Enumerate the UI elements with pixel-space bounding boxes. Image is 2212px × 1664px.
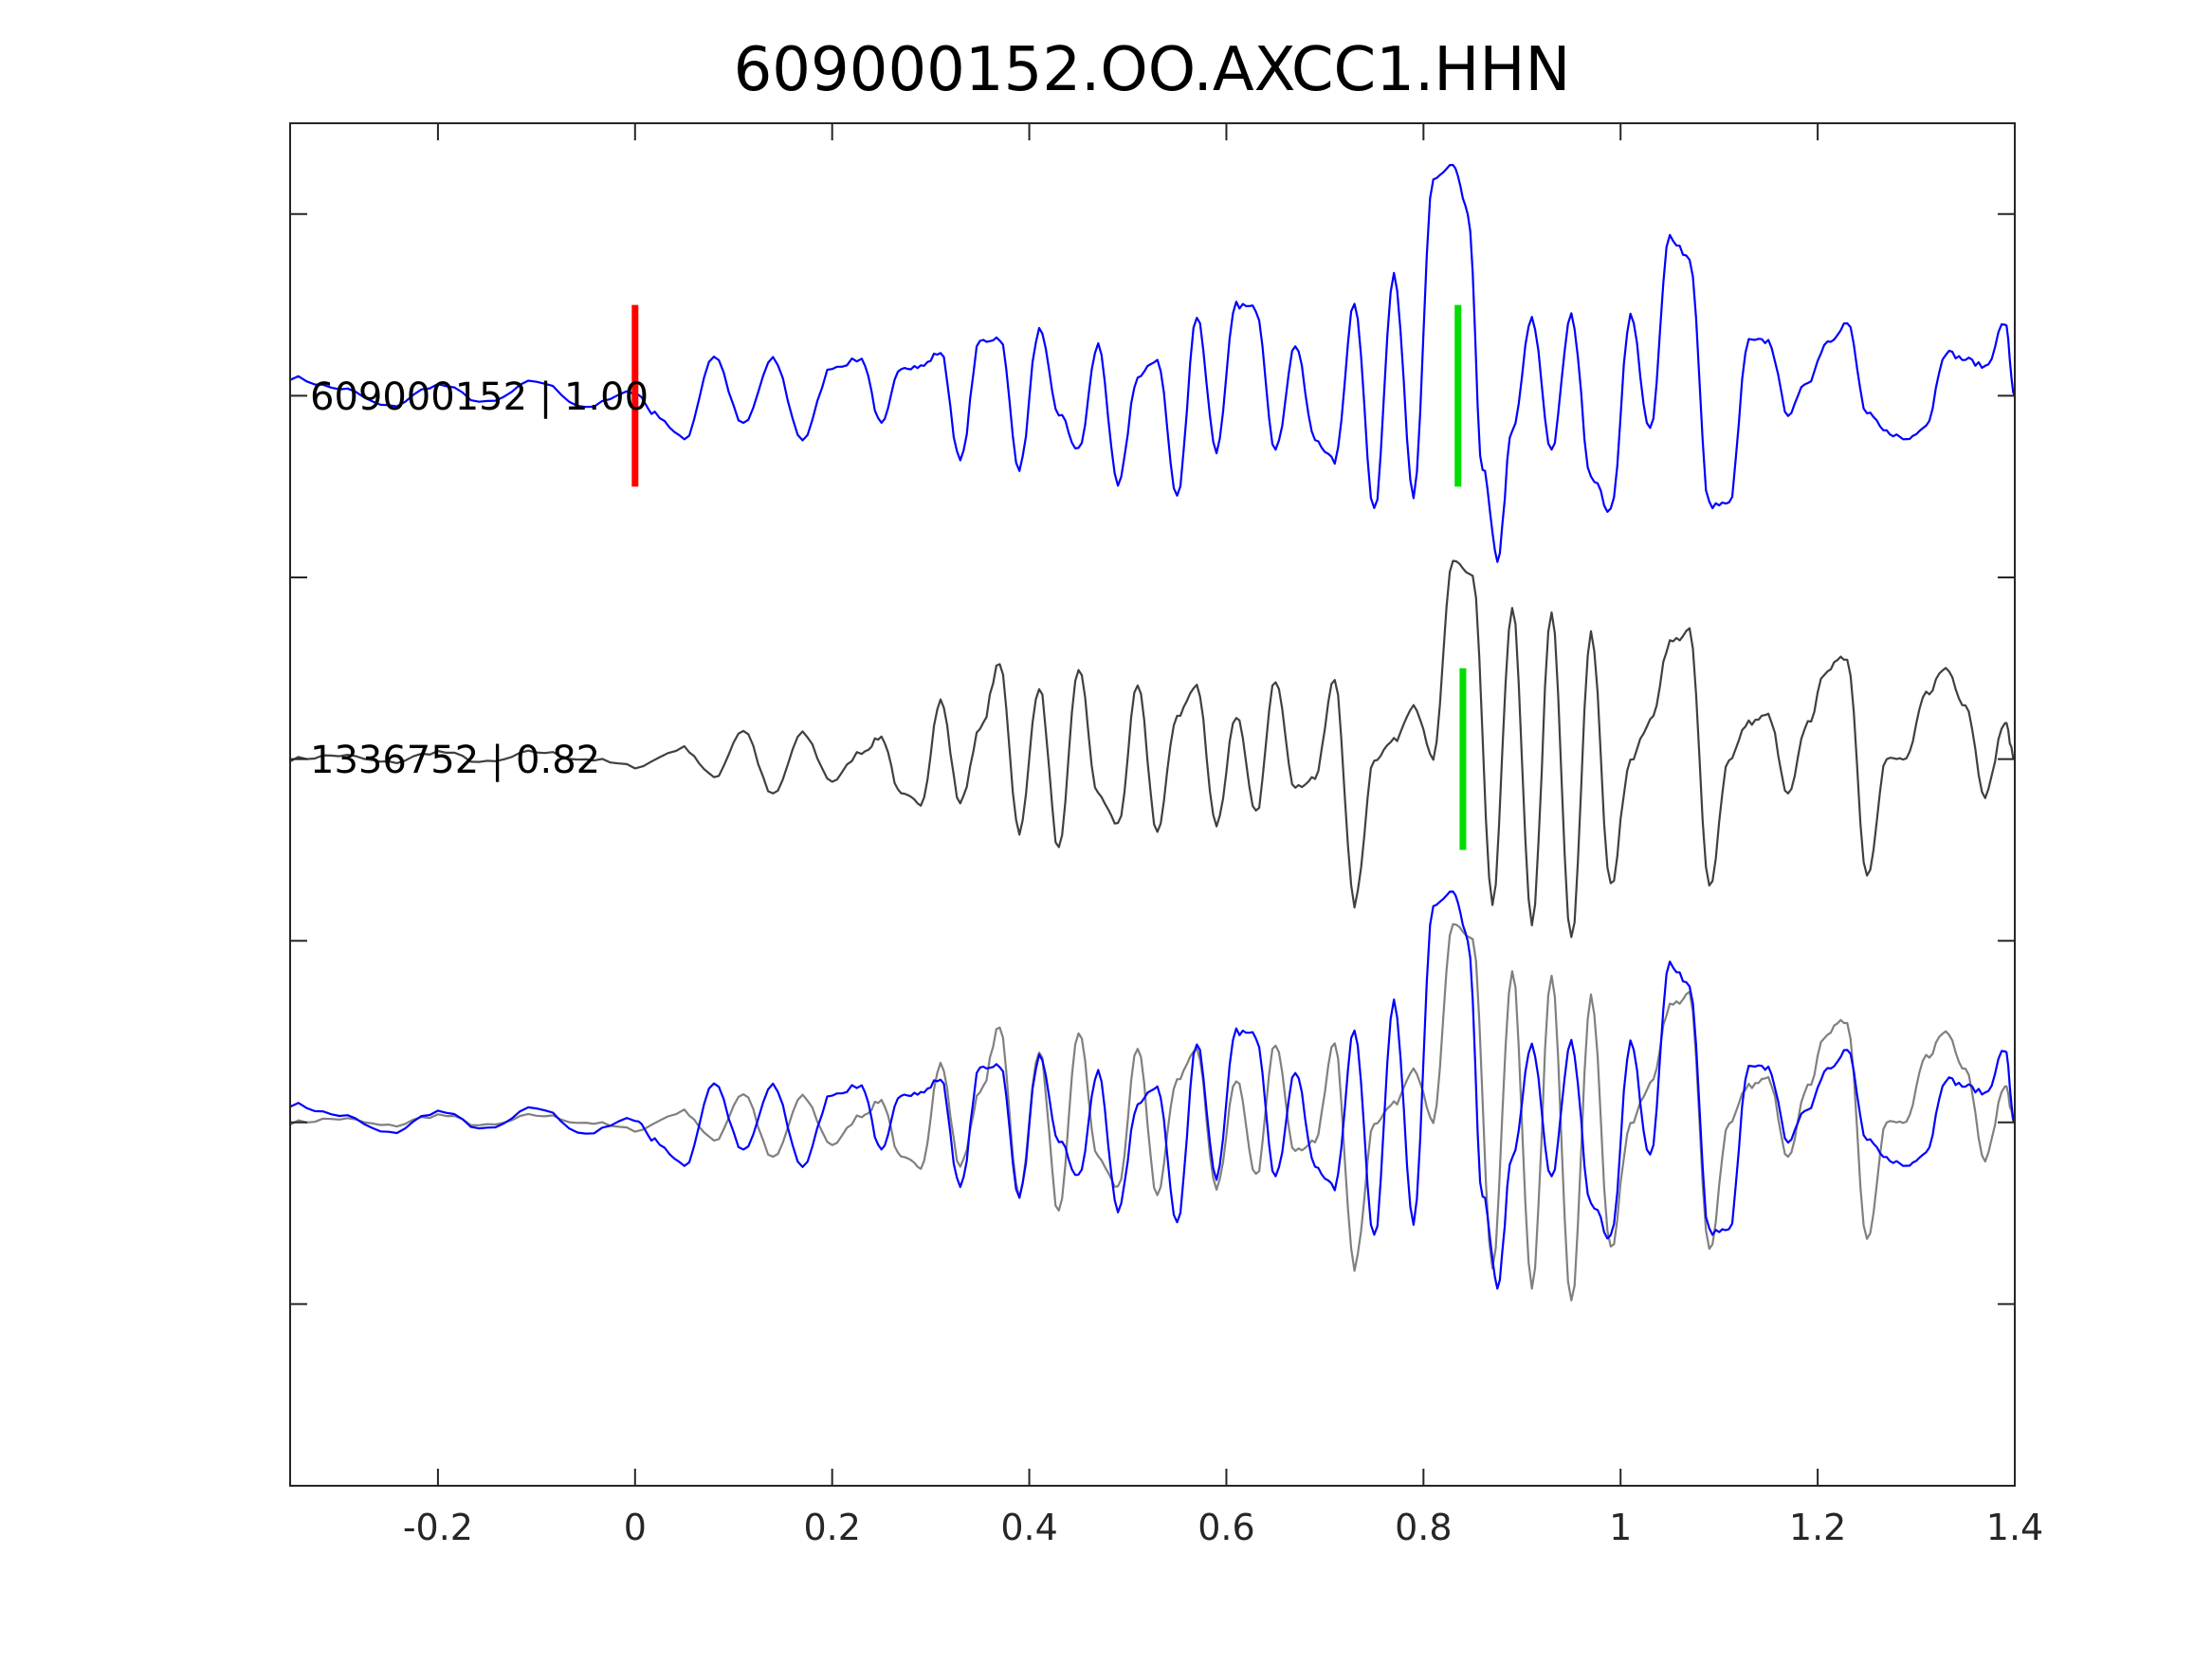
trace-label-1: 609000152 | 1.00 [310, 375, 649, 419]
x-tick-label: 0.4 [1000, 1507, 1057, 1548]
x-tick-label: 0.8 [1395, 1507, 1452, 1548]
axes-frame [289, 122, 2016, 1487]
x-tick-label: 1.2 [1789, 1507, 1846, 1548]
x-tick-label: 1 [1609, 1507, 1632, 1548]
x-tick-label: 0.2 [803, 1507, 860, 1548]
trace-label-2: 1336752 | 0.82 [310, 739, 600, 782]
tick-labels: -0.2 0 0.2 0.4 0.6 0.8 1 1.2 1.4 [403, 1507, 2043, 1548]
overlay-trace-2 [289, 923, 2016, 1302]
chart-title: 609000152.OO.AXCC1.HHN [734, 35, 1571, 105]
x-tick-label: 0.6 [1197, 1507, 1254, 1548]
x-tick-label: 1.4 [1986, 1507, 2043, 1548]
x-tick-label: 0 [624, 1507, 647, 1548]
x-tick-label: -0.2 [403, 1507, 473, 1548]
trace-line-2 [289, 559, 2016, 939]
overlay-trace-1 [289, 890, 2016, 1290]
plot-area [289, 163, 2016, 1302]
axis-ticks [290, 123, 2016, 1486]
trace-line-1 [289, 163, 2016, 563]
